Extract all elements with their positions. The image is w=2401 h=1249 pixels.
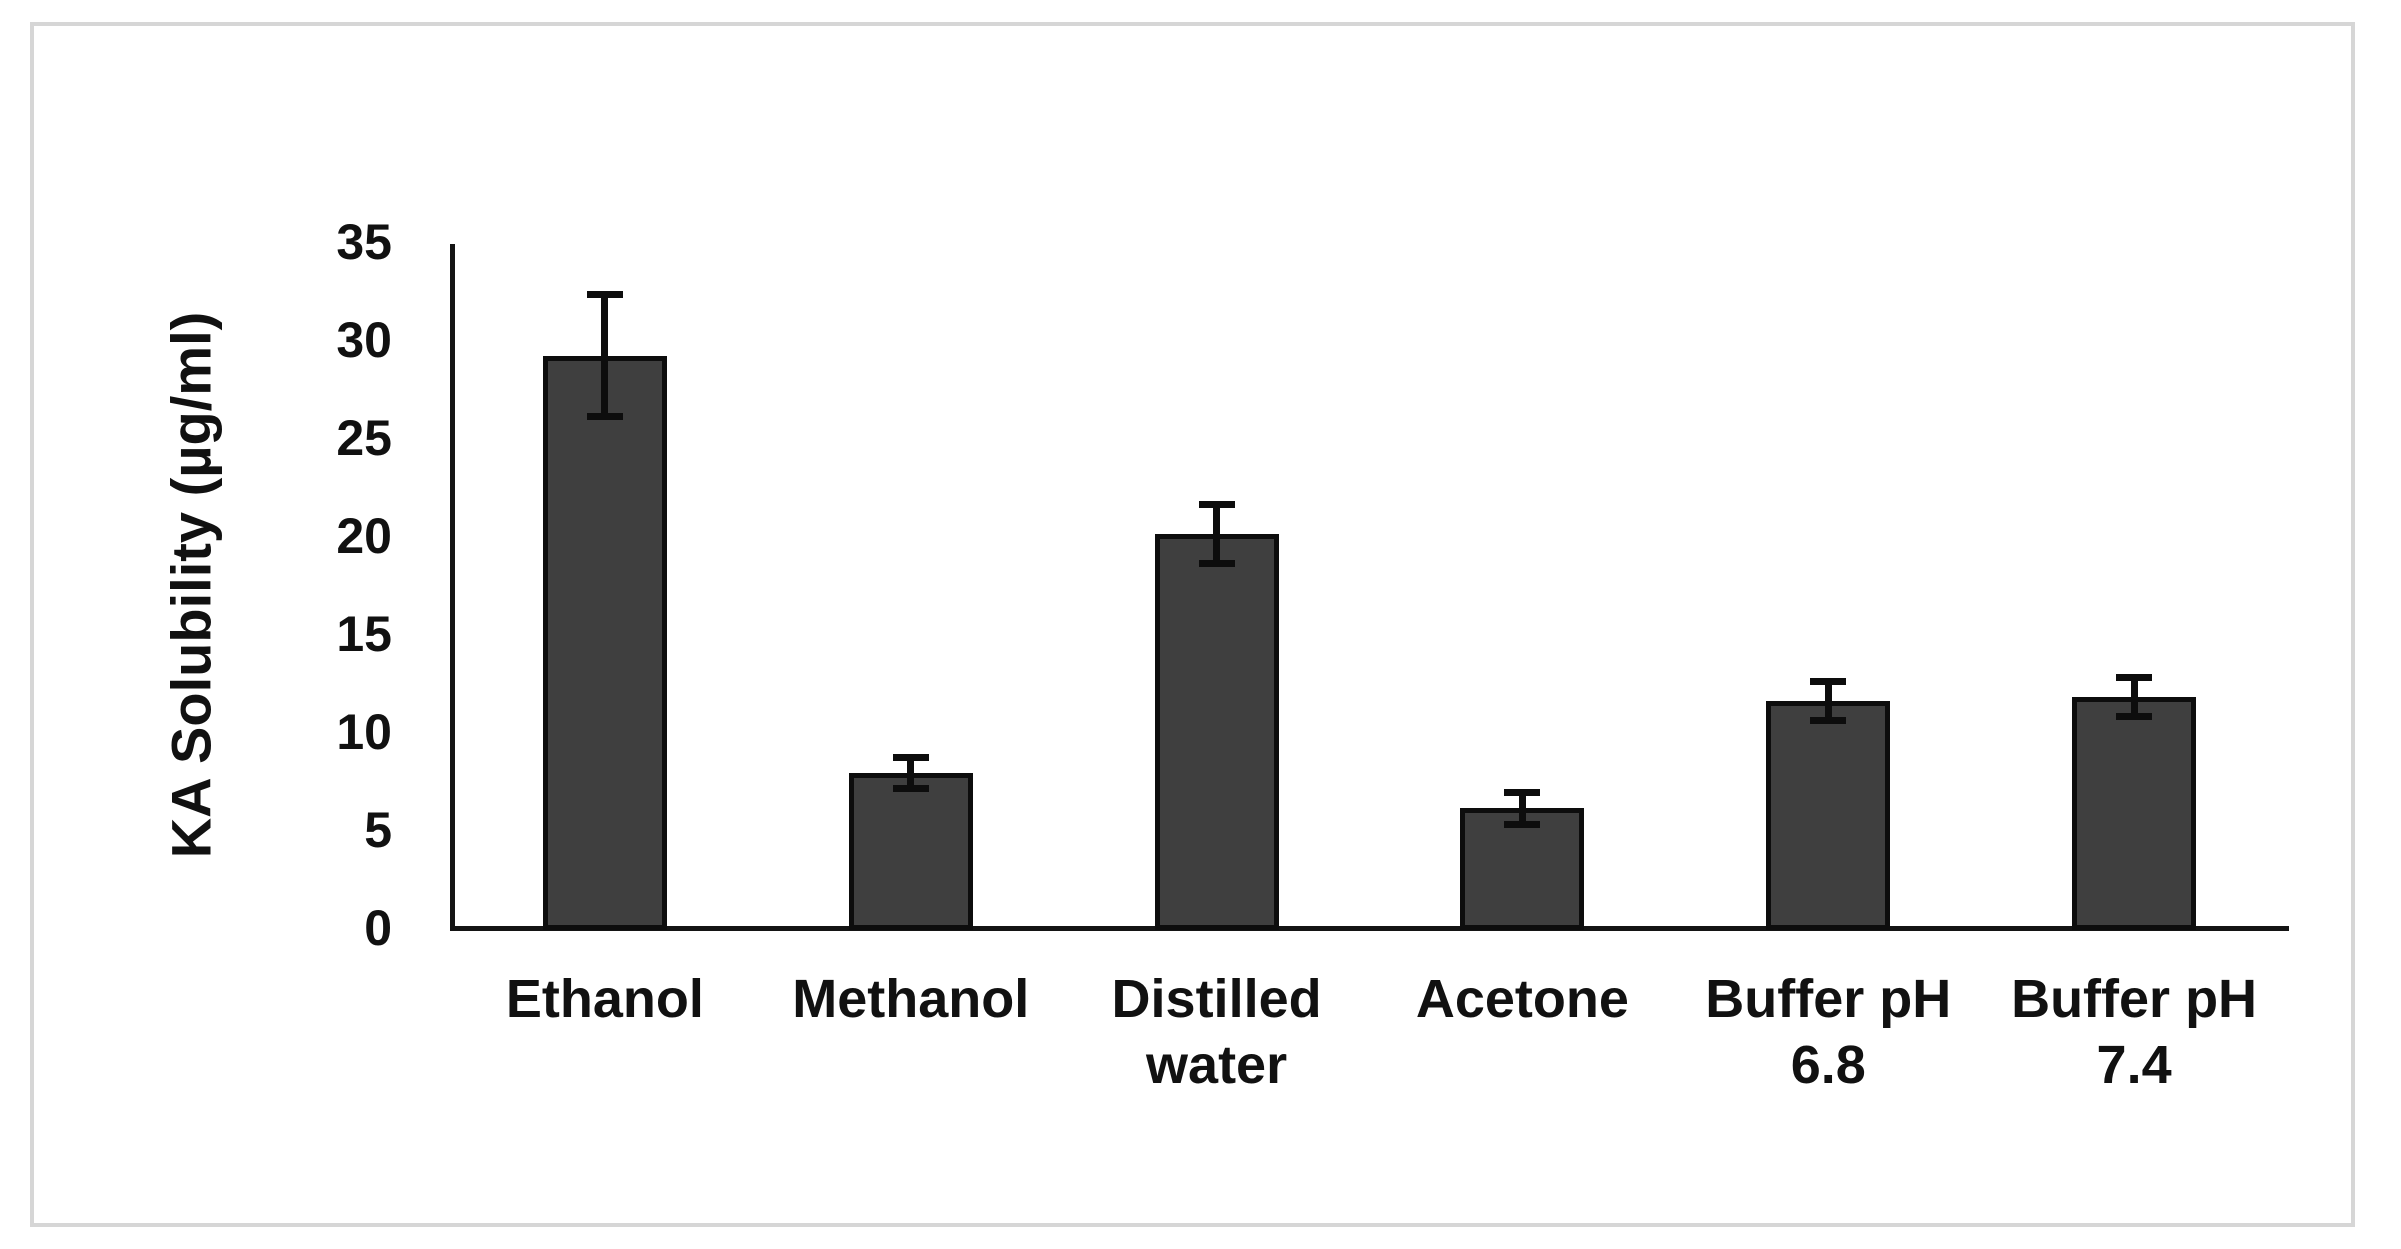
error-bar-top-cap <box>1810 677 1847 685</box>
error-bar-top-cap <box>892 753 929 761</box>
error-bar-top-cap <box>2116 673 2153 681</box>
y-tick-label: 15 <box>336 606 392 662</box>
error-bar <box>1824 681 1832 721</box>
y-tick-label: 0 <box>364 900 392 956</box>
error-bar-bottom-cap <box>586 412 623 420</box>
bar-buffer-ph-7-4 <box>2072 696 2197 930</box>
error-bar-top-cap <box>1198 501 1235 509</box>
y-tick-label: 25 <box>336 410 392 466</box>
error-bar <box>2130 677 2138 717</box>
error-bar-top-cap <box>586 291 623 299</box>
bar-buffer-ph-6-8 <box>1766 700 1891 930</box>
bar-methanol <box>848 773 973 930</box>
bar-distilled-water <box>1154 534 1279 930</box>
error-bar-bottom-cap <box>892 785 929 793</box>
x-axis-line <box>450 926 2289 931</box>
error-bar-bottom-cap <box>1504 820 1541 828</box>
error-bar-bottom-cap <box>1198 559 1235 567</box>
error-bar <box>1213 504 1221 564</box>
error-bar-top-cap <box>1504 789 1541 797</box>
y-tick-label: 35 <box>336 214 392 270</box>
bar-ethanol <box>542 355 667 930</box>
x-category-label: Methanol <box>792 969 1030 1029</box>
y-tick-label: 10 <box>336 704 392 760</box>
error-bar <box>601 294 609 417</box>
error-bar <box>907 757 915 789</box>
figure-border <box>30 22 2355 1227</box>
y-tick-label: 20 <box>336 508 392 564</box>
error-bar-bottom-cap <box>2116 712 2153 720</box>
y-axis-title: KA Solubility (µg/ml) <box>159 311 223 859</box>
x-category-label: Buffer pH 6.8 <box>1705 969 1952 1095</box>
x-category-label: Ethanol <box>505 969 704 1029</box>
x-category-label: Acetone <box>1415 969 1629 1029</box>
x-category-label: Distilled water <box>1111 969 1322 1095</box>
y-tick-label: 5 <box>364 802 392 858</box>
x-category-label: Buffer pH 7.4 <box>2011 969 2258 1095</box>
y-axis-line <box>450 244 455 931</box>
error-bar <box>1518 792 1526 825</box>
error-bar-bottom-cap <box>1810 716 1847 724</box>
y-tick-label: 30 <box>336 312 392 368</box>
